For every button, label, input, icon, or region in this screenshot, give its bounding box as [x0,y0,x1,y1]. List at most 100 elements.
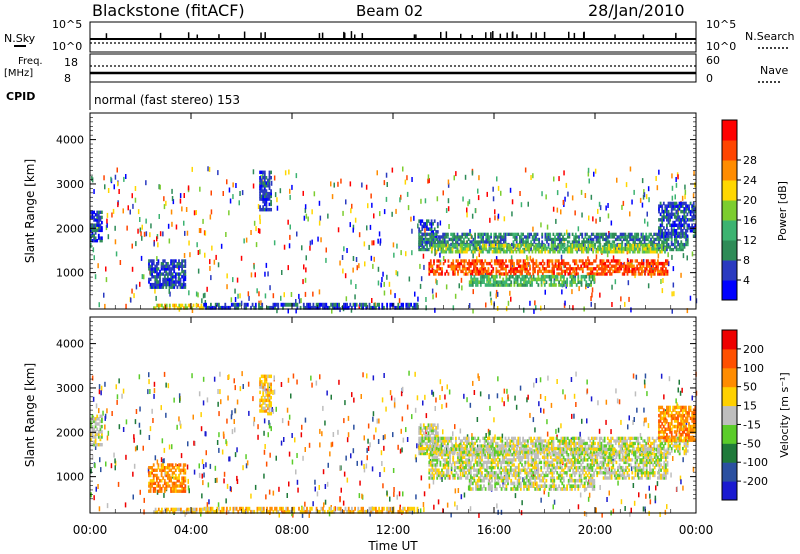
heatmap-cell [577,264,579,268]
scatter-echo [292,512,294,518]
heatmap-cell [601,249,604,254]
heatmap-cell [503,446,505,451]
heatmap-cell [618,237,620,242]
heatmap-cell [466,444,468,448]
heatmap-cell [583,277,586,282]
scatter-echo [601,512,603,518]
heatmap-cell [566,277,568,282]
heatmap-cell [514,436,516,440]
scatter-echo [283,292,285,298]
heatmap-cell [661,215,664,219]
scatter-echo [496,176,498,182]
heatmap-cell [533,261,536,266]
heatmap-cell [446,246,449,251]
scatter-echo [281,418,284,424]
heatmap-cell [90,215,92,220]
heatmap-cell [402,302,404,307]
heatmap-cell [93,435,95,439]
scatter-echo [232,182,234,188]
heatmap-cell [651,235,654,239]
scatter-echo [639,197,642,203]
heatmap-cell [539,444,542,448]
scatter-echo [679,390,682,396]
heatmap-cell [312,305,315,310]
heatmap-cell [468,261,471,266]
heatmap-cell [675,235,678,239]
heatmap-cell [481,277,484,282]
heatmap-cell [90,210,92,214]
scatter-echo [208,499,210,505]
heatmap-cell [151,466,153,470]
heatmap-cell [526,283,529,287]
heatmap-cell [186,306,189,310]
heatmap-cell [496,243,499,248]
heatmap-cell [156,280,158,284]
scatter-echo [163,196,165,202]
scatter-echo [561,289,563,295]
scatter-echo [581,418,583,424]
heatmap-cell [474,235,476,239]
heatmap-cell [594,272,597,276]
heatmap-cell [431,237,433,242]
heatmap-cell [526,274,529,279]
heatmap-cell [259,390,261,395]
heatmap-cell [677,247,679,252]
scatter-echo [330,181,332,187]
heatmap-cell [621,232,624,236]
heatmap-cell [486,277,489,282]
heatmap-cell [509,259,512,263]
heatmap-cell [463,259,466,263]
heatmap-cell [533,441,536,446]
heatmap-cell [333,302,336,307]
heatmap-cell [514,232,516,236]
heatmap-cell [90,422,92,426]
heatmap-cell [512,444,515,448]
heatmap-cell [97,435,100,439]
heatmap-cell [421,240,424,245]
heatmap-cell [418,439,421,443]
scatter-echo [329,451,331,457]
scatter-echo [492,196,495,202]
scatter-echo [199,228,202,234]
heatmap-cell [336,302,339,307]
scatter-echo [679,475,682,481]
heatmap-cell [685,204,687,208]
heatmap-cell [587,283,589,287]
scatter-echo [347,432,350,438]
heatmap-cell [97,233,100,238]
scatter-echo [390,395,393,401]
heatmap-cell [93,440,95,444]
heatmap-cell [649,246,652,251]
heatmap-cell [552,242,555,247]
heatmap-cell [666,237,668,242]
heatmap-cell [581,269,584,274]
scatter-echo [673,291,675,297]
heatmap-cell [585,264,587,268]
heatmap-cell [474,267,477,271]
heatmap-cell [381,305,384,310]
heatmap-cell [500,272,503,276]
heatmap-cell [667,218,670,222]
heatmap-cell [424,222,427,226]
heatmap-cell [262,197,265,201]
heatmap-cell [478,280,481,284]
heatmap-cell [658,231,660,236]
colorbar-swatch [722,240,737,261]
scatter-echo [171,221,173,227]
heatmap-cell [511,242,513,247]
scatter-echo [287,420,290,426]
heatmap-cell [525,267,528,271]
heatmap-cell [556,264,559,268]
heatmap-cell [665,261,667,266]
heatmap-cell [426,219,428,223]
scatter-echo [339,260,341,266]
heatmap-cell [519,240,521,244]
scatter-echo [142,445,144,451]
heatmap-cell [466,235,468,239]
heatmap-cell [163,282,166,287]
heatmap-cell [272,302,275,307]
scatter-echo [205,462,207,468]
scatter-echo [183,220,185,226]
scatter-echo [312,291,314,297]
scatter-echo [577,226,580,232]
